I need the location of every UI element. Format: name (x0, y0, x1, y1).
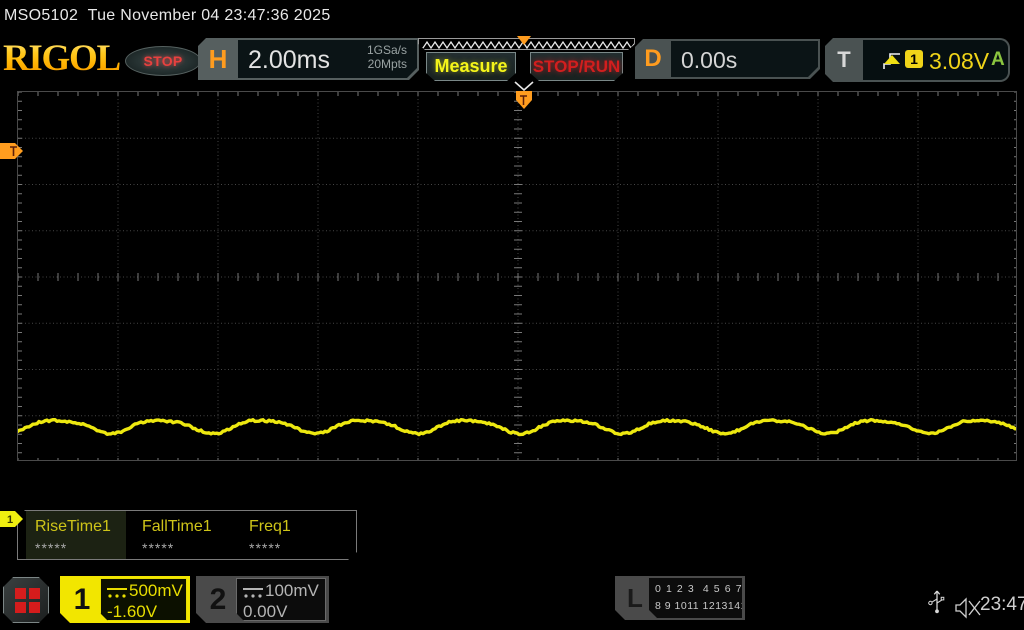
svg-text:1: 1 (7, 514, 13, 526)
svg-text:T: T (837, 47, 851, 72)
